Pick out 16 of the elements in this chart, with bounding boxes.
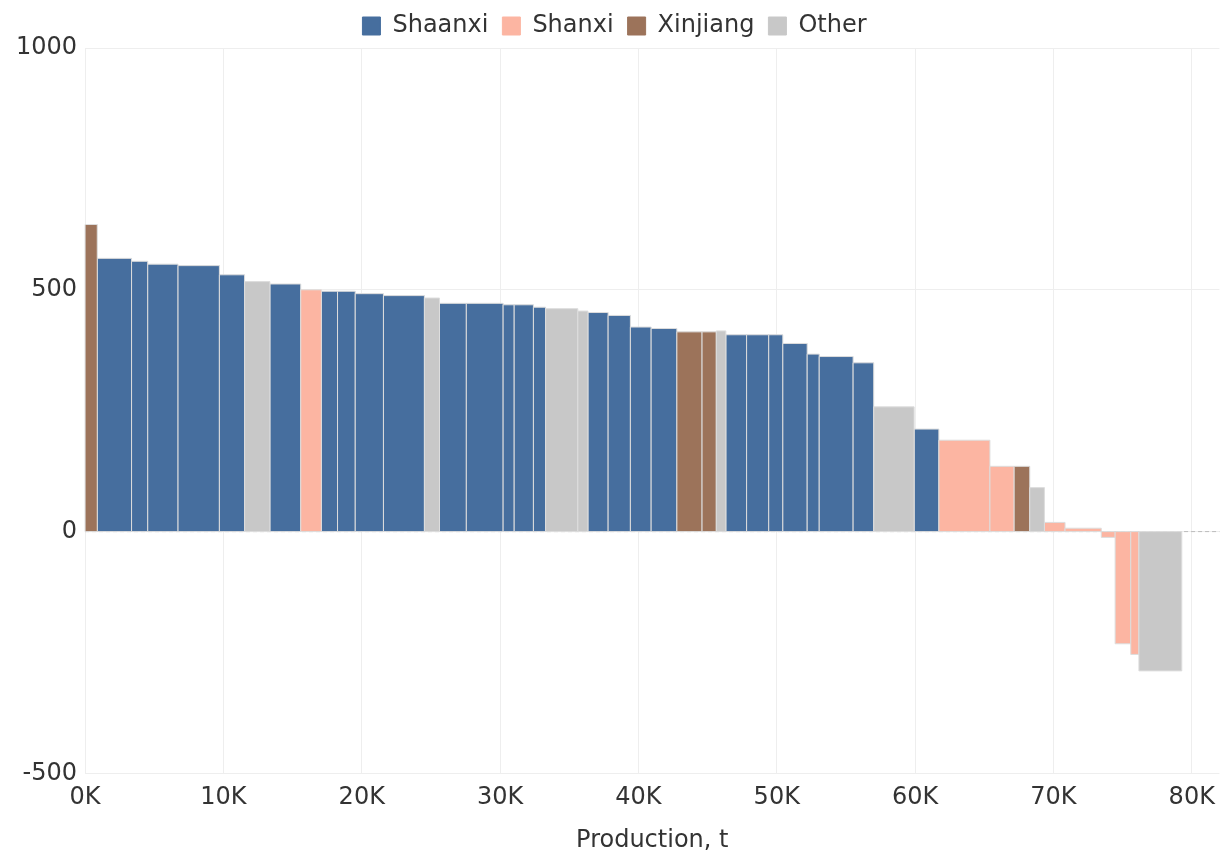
x-tick-label: 30K <box>476 782 525 811</box>
x-axis-title: Production, t <box>576 824 729 853</box>
x-tick-label: 80K <box>1168 782 1217 811</box>
legend-label: Shanxi <box>532 10 614 39</box>
x-tick-label: 70K <box>1030 782 1078 811</box>
x-tick-label: 20K <box>338 782 387 811</box>
x-tick-label: 60K <box>891 782 940 811</box>
legend-label: Shaanxi <box>392 10 489 39</box>
y-tick-label: 0 <box>61 515 78 544</box>
legend-label: Xinjiang <box>657 10 755 39</box>
x-tick-label: 50K <box>753 782 802 811</box>
y-tick-label: 500 <box>31 274 78 303</box>
legend-label: Other <box>798 10 867 39</box>
x-tick-label: 40K <box>615 782 663 811</box>
x-tick-label: 10K <box>200 782 248 811</box>
y-tick-label: 1000 <box>16 32 78 61</box>
